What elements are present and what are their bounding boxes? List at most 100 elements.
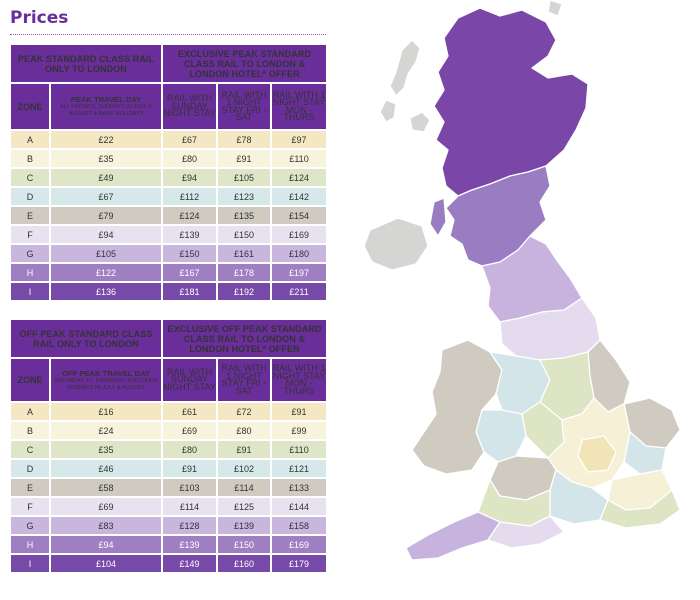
sunday-stay-price: £80 (163, 441, 217, 458)
peak-travel-day-subtitle: ALL FRIDAYS, SUNDAYS IN JULY & AUGUST & … (60, 104, 153, 117)
peak-row-zone-i: I £136 £181 £192 £211 (11, 283, 327, 300)
map-region-zone-g (405, 511, 501, 561)
rail-only-price: £94 (51, 226, 162, 243)
zone-cell: C (11, 169, 49, 186)
zone-cell: A (11, 131, 49, 148)
mon-thurs-stay-price: £124 (272, 169, 327, 186)
offpeak-row-zone-b: B £24 £69 £80 £99 (11, 422, 327, 439)
fri-sat-stay-price: £91 (218, 150, 271, 167)
offpeak-travel-day-subtitle: SATURDAY TO THURSDAY, EXCLUDES SUNDAYS I… (54, 377, 158, 391)
fri-sat-stay-price: £139 (218, 517, 271, 534)
rail-only-price: £16 (51, 403, 162, 420)
mon-thurs-stay-price: £110 (272, 150, 327, 167)
offpeak-col-fri-sat-header: RAIL WITH 1 NIGHT STAY FRI - SAT (218, 359, 271, 401)
map-region-zone-i (433, 7, 589, 197)
fri-sat-stay-price: £91 (218, 441, 271, 458)
offpeak-row-zone-i: I £104 £149 £160 £179 (11, 555, 327, 572)
sunday-stay-price: £94 (163, 169, 217, 186)
rail-only-price: £46 (51, 460, 162, 477)
peak-row-zone-b: B £35 £80 £91 £110 (11, 150, 327, 167)
mon-thurs-stay-price: £121 (272, 460, 327, 477)
page-title: Prices (10, 8, 69, 28)
offpeak-col-sunday-header: RAIL WITH SUNDAY NIGHT STAY (163, 359, 217, 401)
rail-only-price: £24 (51, 422, 162, 439)
rail-only-price: £22 (51, 131, 162, 148)
offpeak-travel-day-header: OFF PEAK TRAVEL DAY SATURDAY TO THURSDAY… (51, 359, 162, 401)
map-region-islands (547, 0, 563, 17)
rail-only-price: £136 (51, 283, 162, 300)
peak-row-zone-g: G £105 £150 £161 £180 (11, 245, 327, 262)
sunday-stay-price: £128 (163, 517, 217, 534)
fri-sat-stay-price: £114 (218, 479, 271, 496)
peak-zone-header: ZONE (11, 84, 49, 129)
map-region-zone-a (577, 435, 617, 473)
fri-sat-stay-price: £78 (218, 131, 271, 148)
offpeak-row-zone-a: A £16 £61 £72 £91 (11, 403, 327, 420)
peak-travel-day-header: PEAK TRAVEL DAY ALL FRIDAYS, SUNDAYS IN … (51, 84, 162, 129)
mon-thurs-stay-price: £154 (272, 207, 327, 224)
offpeak-row-zone-c: C £35 £80 £91 £110 (11, 441, 327, 458)
rail-only-price: £69 (51, 498, 162, 515)
zone-cell: E (11, 479, 49, 496)
sunday-stay-price: £124 (163, 207, 217, 224)
fri-sat-stay-price: £150 (218, 226, 271, 243)
offpeak-row-zone-e: E £58 £103 £114 £133 (11, 479, 327, 496)
peak-col-fri-sat-header: RAIL WITH 1 NIGHT STAY FRI - SAT (218, 84, 271, 129)
zone-cell: F (11, 498, 49, 515)
peak-col-mon-thurs-header: RAIL WITH 1 NIGHT STAY MON - THURS (272, 84, 327, 129)
rail-only-price: £79 (51, 207, 162, 224)
zone-cell: E (11, 207, 49, 224)
zone-cell: C (11, 441, 49, 458)
map-region-zone-f (487, 515, 565, 549)
offpeak-row-zone-g: G £83 £128 £139 £158 (11, 517, 327, 534)
mon-thurs-stay-price: £180 (272, 245, 327, 262)
sunday-stay-price: £103 (163, 479, 217, 496)
zone-cell: H (11, 264, 49, 281)
map-region-islands (409, 111, 431, 133)
mon-thurs-stay-price: £91 (272, 403, 327, 420)
peak-row-zone-a: A £22 £67 £78 £97 (11, 131, 327, 148)
offpeak-row-zone-f: F £69 £114 £125 £144 (11, 498, 327, 515)
sunday-stay-price: £139 (163, 226, 217, 243)
mon-thurs-stay-price: £133 (272, 479, 327, 496)
fri-sat-stay-price: £125 (218, 498, 271, 515)
zone-cell: G (11, 245, 49, 262)
fri-sat-stay-price: £135 (218, 207, 271, 224)
zone-cell: D (11, 460, 49, 477)
fri-sat-stay-price: £178 (218, 264, 271, 281)
sunday-stay-price: £139 (163, 536, 217, 553)
mon-thurs-stay-price: £110 (272, 441, 327, 458)
fri-sat-stay-price: £105 (218, 169, 271, 186)
offpeak-price-table: OFF PEAK STANDARD CLASS RAIL ONLY TO LON… (9, 318, 328, 574)
peak-row-zone-c: C £49 £94 £105 £124 (11, 169, 327, 186)
title-divider (10, 34, 326, 35)
rail-only-price: £105 (51, 245, 162, 262)
sunday-stay-price: £80 (163, 150, 217, 167)
map-region-islands (379, 99, 397, 123)
fri-sat-stay-price: £160 (218, 555, 271, 572)
offpeak-hotel-offer-header: EXCLUSIVE OFF PEAK STANDARD CLASS RAIL T… (163, 320, 327, 357)
zone-cell: A (11, 403, 49, 420)
peak-col-sunday-header: RAIL WITH SUNDAY NIGHT STAY (163, 84, 217, 129)
mon-thurs-stay-price: £97 (272, 131, 327, 148)
fri-sat-stay-price: £192 (218, 283, 271, 300)
rail-only-price: £35 (51, 441, 162, 458)
zone-cell: B (11, 150, 49, 167)
mon-thurs-stay-price: £169 (272, 226, 327, 243)
peak-row-zone-h: H £122 £167 £178 £197 (11, 264, 327, 281)
sunday-stay-price: £112 (163, 188, 217, 205)
zone-cell: I (11, 283, 49, 300)
map-region-zone-d (475, 409, 527, 463)
mon-thurs-stay-price: £144 (272, 498, 327, 515)
sunday-stay-price: £149 (163, 555, 217, 572)
fri-sat-stay-price: £150 (218, 536, 271, 553)
mon-thurs-stay-price: £179 (272, 555, 327, 572)
fri-sat-stay-price: £102 (218, 460, 271, 477)
peak-hotel-offer-header: EXCLUSIVE PEAK STANDARD CLASS RAIL TO LO… (163, 45, 327, 82)
mon-thurs-stay-price: £158 (272, 517, 327, 534)
sunday-stay-price: £61 (163, 403, 217, 420)
sunday-stay-price: £181 (163, 283, 217, 300)
zone-cell: G (11, 517, 49, 534)
rail-only-price: £122 (51, 264, 162, 281)
rail-only-price: £83 (51, 517, 162, 534)
